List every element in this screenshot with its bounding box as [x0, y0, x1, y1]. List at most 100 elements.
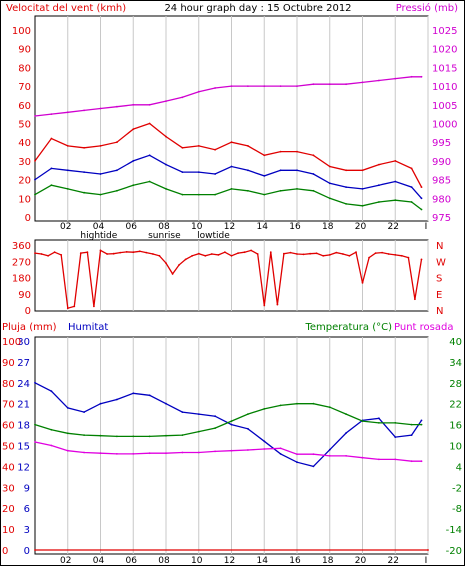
direction-line-point [34, 252, 36, 255]
direction-line-point [289, 251, 292, 254]
direction-line-point [47, 254, 49, 257]
y-tick-label: 975 [432, 213, 451, 224]
series-line-point [132, 103, 135, 106]
direction-line-point [342, 253, 344, 255]
rain-title: Pluja (mm) [2, 322, 57, 333]
y-tick-label: 100 [12, 26, 31, 37]
series-line-point [279, 453, 282, 455]
series-line-point [181, 451, 184, 454]
series-line-point [148, 452, 151, 455]
series-line-point [279, 150, 282, 153]
series-line-point [328, 455, 331, 457]
series-line-point [99, 145, 102, 147]
series-line-point [214, 450, 217, 453]
series-line-point [197, 430, 200, 433]
direction-line-point [217, 254, 220, 256]
x-tick-label: 02 [60, 222, 71, 232]
y-tick-label: 40 [2, 462, 15, 473]
y-tick-label: 34 [449, 358, 462, 369]
y-tick-label: 27 [17, 358, 30, 369]
dewpoint-title: Punt rosada [394, 322, 453, 333]
series-line-point [378, 184, 380, 187]
humidity-axis: 0 10 20 30 40 50 60 70 80 90 100 [2, 337, 21, 557]
series-line-point [410, 201, 413, 203]
series-line-point [50, 428, 53, 431]
y-tick-label: 20 [2, 504, 15, 515]
series-line-point [230, 449, 233, 452]
temperature-title: Temperatura (°C) [304, 322, 392, 333]
series-line-point [361, 456, 364, 459]
series-line-point [181, 193, 184, 196]
series-line-point [148, 180, 151, 183]
x-tick-label: 20 [355, 556, 367, 566]
direction-line-point [197, 252, 200, 255]
series-line-point [66, 449, 69, 452]
series-line-point [410, 434, 413, 436]
series-line-point [312, 154, 315, 157]
series-line-point [181, 171, 184, 174]
y-tick-label: 995 [432, 138, 451, 149]
y-tick-label: 15 [17, 442, 30, 453]
series-line-point [378, 163, 380, 166]
series-line-point [296, 188, 298, 190]
humidity-temperature-grid [67, 337, 429, 554]
series-line-point [132, 128, 135, 131]
y-tick-label: 4 [456, 462, 462, 473]
series-line-point [394, 160, 397, 162]
direction-line-point [178, 264, 181, 266]
series-line-point [345, 186, 347, 189]
direction-line-point [335, 251, 338, 254]
y-tick-label: 990 [432, 157, 451, 168]
y-tick-label: 60 [2, 421, 15, 432]
direction-line-point [145, 251, 148, 254]
series-line-point [296, 150, 298, 153]
series-line-point [181, 96, 184, 99]
compass-label: W [436, 257, 446, 268]
direction-line-point [60, 254, 63, 256]
y-tick-label: 980 [432, 194, 451, 205]
series-line-point [394, 436, 397, 438]
series-line-point [50, 113, 53, 115]
series-line-point [394, 180, 397, 183]
y-tick-label: 985 [432, 176, 451, 187]
series-line-point [263, 408, 266, 410]
series-line-point [34, 549, 36, 551]
wind-speed-axis: 0 10 20 30 40 50 60 70 80 90 100 [12, 26, 31, 224]
temperature-axis: -20 -14 -8 -2 4 10 16 22 28 34 40 [446, 337, 462, 557]
y-tick-label: 1020 [432, 45, 457, 56]
series-line-point [181, 146, 184, 149]
x-tick-label: 06 [126, 222, 138, 232]
series-line-point [66, 432, 69, 435]
series-line-point [410, 423, 413, 426]
x-tick-label: 12 [224, 222, 235, 232]
y-tick-label: 50 [18, 120, 31, 131]
direction-line-point [93, 305, 95, 308]
y-tick-label: 30 [2, 483, 15, 494]
direction-line-point [296, 253, 298, 255]
series-line-point [165, 188, 167, 190]
series-line-point [34, 441, 36, 443]
direction-line-point [230, 254, 233, 257]
direction-line-point [79, 252, 82, 255]
y-tick-label: -20 [446, 546, 462, 557]
series-line-point [394, 458, 397, 461]
compass-label: N [436, 241, 443, 252]
series-line-point [50, 444, 53, 447]
direction-line-point [73, 305, 76, 308]
series-line-point [263, 440, 266, 443]
series-line-point [420, 75, 423, 78]
series-line-point [165, 135, 167, 138]
series-line-point [328, 83, 331, 86]
series-line-point [165, 402, 167, 405]
series-line-point [263, 85, 266, 87]
y-tick-label: 22 [449, 400, 462, 411]
y-tick-label: 360 [12, 241, 31, 252]
series-line-point [197, 145, 200, 147]
humidity-temperature-panel: 0 3 6 9 12 15 18 21 24 27 30 0 10 20 30 40 50 60 70 80 90 10… [2, 336, 462, 566]
compass-label: S [436, 274, 442, 285]
x-tick-label: 18 [322, 556, 334, 566]
x-tick-label: 14 [257, 556, 269, 566]
series-line-point [378, 417, 380, 420]
